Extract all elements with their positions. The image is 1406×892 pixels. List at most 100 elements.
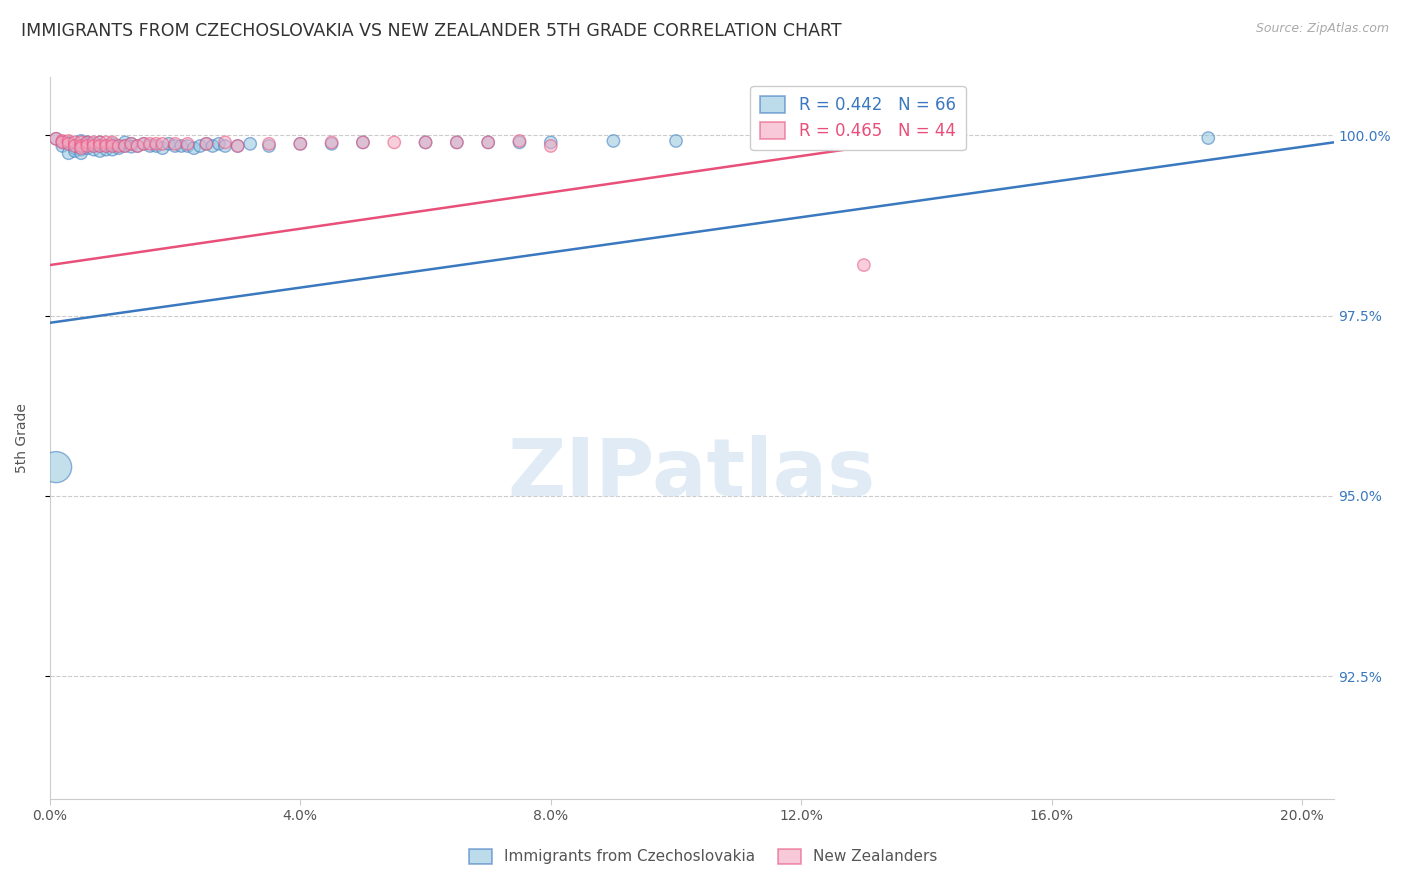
Point (114, 139, 136, 153)
Point (101, 139, 124, 153)
Point (101, 136, 124, 150)
Point (208, 136, 231, 151)
Point (45, 460, 67, 475)
Point (145, 139, 167, 153)
Point (96, 139, 118, 153)
Point (602, 134, 624, 148)
Point (127, 139, 149, 153)
Point (257, 139, 280, 153)
Point (176, 136, 198, 151)
Point (63, 139, 86, 153)
Point (415, 136, 437, 150)
Point (152, 136, 174, 151)
Point (114, 139, 136, 153)
Point (58, 146, 80, 161)
Point (321, 136, 343, 151)
Point (101, 136, 124, 151)
Point (70, 143, 93, 157)
Point (157, 136, 180, 151)
Point (76, 136, 98, 150)
Point (477, 136, 499, 150)
Point (352, 136, 374, 150)
Point (170, 139, 193, 153)
Point (58, 136, 80, 151)
Point (540, 136, 562, 150)
Legend: R = 0.442   N = 66, R = 0.465   N = 44: R = 0.442 N = 66, R = 0.465 N = 44 (751, 86, 966, 151)
Point (51, 136, 73, 150)
Point (665, 134, 688, 148)
Point (51, 136, 73, 150)
Point (76, 136, 98, 150)
Point (132, 136, 155, 151)
Point (51, 134, 73, 148)
Point (352, 136, 374, 150)
Point (107, 139, 129, 153)
Point (96, 136, 118, 150)
Point (83, 136, 105, 150)
Legend: Immigrants from Czechoslovakia, New Zealanders: Immigrants from Czechoslovakia, New Zeal… (460, 839, 946, 873)
Point (107, 141, 129, 155)
Point (946, 134, 969, 148)
Point (120, 139, 142, 153)
Point (508, 134, 530, 148)
Point (83, 143, 105, 157)
Point (195, 136, 218, 151)
Point (63, 136, 86, 150)
Point (89, 139, 111, 153)
Point (290, 136, 312, 151)
Point (58, 136, 80, 150)
Point (214, 139, 236, 153)
Point (83, 139, 105, 153)
Point (58, 136, 80, 151)
Point (63, 144, 86, 158)
Point (239, 136, 262, 151)
Point (70, 136, 93, 150)
Point (446, 136, 468, 150)
Point (852, 134, 875, 148)
Point (70, 139, 93, 153)
Point (132, 136, 155, 151)
Point (63, 141, 86, 155)
Point (51, 139, 73, 153)
Point (139, 136, 162, 151)
Point (70, 139, 93, 153)
Point (89, 136, 111, 150)
Point (63, 139, 86, 153)
Point (101, 139, 124, 153)
Point (139, 139, 162, 153)
Point (1197, 131, 1219, 145)
Point (96, 143, 118, 157)
Point (83, 139, 105, 153)
Point (101, 143, 124, 157)
Point (382, 136, 405, 150)
Point (89, 144, 111, 158)
Point (477, 136, 499, 150)
Y-axis label: 5th Grade: 5th Grade (15, 403, 30, 473)
Text: ZIPatlas: ZIPatlas (508, 435, 876, 513)
Point (446, 136, 468, 150)
Point (195, 136, 218, 151)
Point (89, 136, 111, 150)
Point (70, 134, 93, 148)
Point (165, 139, 187, 153)
Point (183, 141, 205, 155)
Point (188, 139, 211, 153)
Point (226, 139, 249, 153)
Point (415, 136, 437, 150)
Point (214, 136, 236, 150)
Point (540, 139, 562, 153)
Point (257, 136, 280, 151)
Point (76, 139, 98, 153)
Point (76, 141, 98, 155)
Point (201, 139, 224, 153)
Point (76, 136, 98, 151)
Point (165, 136, 187, 151)
Point (45, 132, 67, 146)
Point (127, 139, 149, 153)
Point (290, 136, 312, 151)
Point (70, 146, 93, 161)
Text: Source: ZipAtlas.com: Source: ZipAtlas.com (1256, 22, 1389, 36)
Point (176, 139, 198, 153)
Point (508, 136, 530, 150)
Point (852, 258, 875, 272)
